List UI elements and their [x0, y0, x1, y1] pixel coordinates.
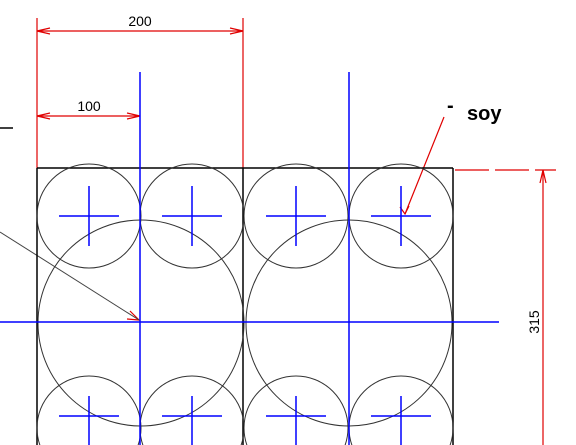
small-circle — [243, 163, 349, 269]
dim-100-label: 100 — [77, 98, 101, 114]
small-circle — [36, 163, 142, 269]
outline-rectangle — [36, 167, 454, 445]
small-circle — [36, 375, 142, 445]
soy-label: soy — [467, 103, 502, 125]
large-circle — [37, 219, 245, 427]
small-circle — [243, 375, 349, 445]
dim-315-label: 315 — [526, 310, 542, 334]
dim-200-label: 200 — [128, 13, 152, 29]
dim-315-arrow-top — [539, 169, 547, 184]
soy-leader-line — [404, 116, 445, 215]
soy-label-dash: - — [447, 95, 454, 117]
dim-100-arrow-left — [36, 112, 51, 120]
dim-200-arrow-left — [36, 27, 51, 35]
center-lines — [0, 72, 499, 445]
dim-200-arrow-right — [229, 27, 244, 35]
circles — [36, 163, 454, 445]
left-leader-line — [0, 231, 140, 321]
